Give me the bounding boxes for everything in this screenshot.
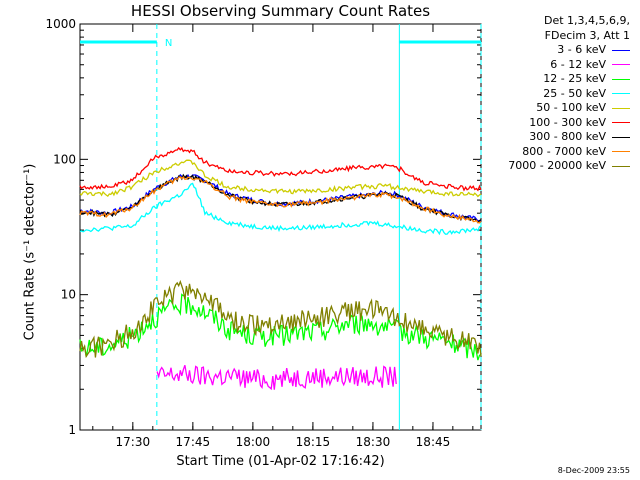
series-line-3 [79,182,482,236]
legend-entry-label: 100 - 300 keV [529,115,606,129]
legend-entry-label: 300 - 800 keV [529,130,606,143]
y-tick-label: 10 [61,288,76,302]
legend-swatch [612,49,630,51]
legend-entry: 7000 - 20000 keV [508,159,630,174]
legend-swatch [612,64,630,66]
legend-entry-label: 3 - 6 keV [557,43,606,56]
series-line-5 [79,146,482,192]
legend-swatch [612,78,630,80]
y-tick-label: 1000 [45,17,76,31]
x-tick-label: 18:15 [296,435,331,449]
x-tick-label: 18:00 [236,435,271,449]
legend-entry: 12 - 25 keV [508,72,630,87]
legend-header-line-1: Det 1,3,4,5,6,9, [543,14,630,27]
legend-entry: 100 - 300 keV [508,116,630,131]
legend-entry-label: 6 - 12 keV [550,57,606,71]
legend-swatch [612,151,630,153]
x-tick-label: 18:30 [356,435,391,449]
legend-header-line-2: FDecim 3, Att 1 [544,28,630,42]
legend-entry: 25 - 50 keV [508,87,630,102]
legend-entry-label: 12 - 25 keV [543,72,606,85]
series-line-1 [156,364,397,391]
legend-entry-label: 800 - 7000 keV [522,144,606,158]
legend-entries: 3 - 6 keV 6 - 12 keV 12 - 25 keV 25 - 50 ke… [508,43,630,174]
legend-entry-label: 50 - 100 keV [536,101,606,114]
footer-stamp: 8-Dec-2009 23:55 [557,466,630,475]
series-line-4 [79,159,482,198]
chart-title: HESSI Observing Summary Count Rates [130,2,431,20]
legend-entry: 50 - 100 keV [508,101,630,116]
legend-entry-label: 7000 - 20000 keV [508,159,606,172]
legend-entry: 6 - 12 keV [508,58,630,73]
legend: Det 1,3,4,5,6,9, FDecim 3, Att 1 3 - 6 k… [508,14,630,174]
marker-label: N [165,38,172,49]
legend-swatch [612,122,630,124]
legend-swatch [612,136,630,138]
legend-swatch [612,93,630,95]
series-line-8 [79,279,482,359]
y-tick-label: 1 [68,423,76,437]
legend-entry: 3 - 6 keV [508,43,630,58]
legend-entry-label: 25 - 50 keV [543,86,606,100]
series-line-7 [79,176,482,224]
x-axis-label: Start Time (01-Apr-02 17:16:42) [176,454,385,469]
x-tick-label: 18:45 [416,435,451,449]
legend-swatch [612,107,630,109]
legend-entry: 800 - 7000 keV [508,145,630,160]
legend-swatch [612,165,630,167]
x-tick-label: 17:30 [116,435,151,449]
y-axis-label: Count Rate (s⁻¹ detector⁻¹) [22,163,38,341]
x-tick-label: 17:45 [176,435,211,449]
legend-entry: 300 - 800 keV [508,130,630,145]
y-tick-label: 100 [53,152,76,166]
